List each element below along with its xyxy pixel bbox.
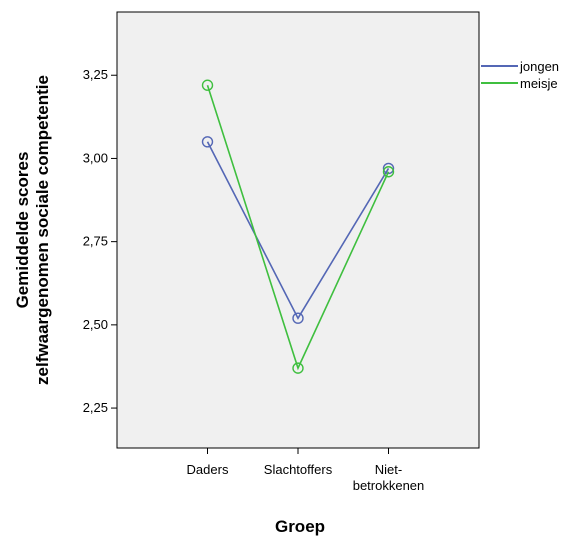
y-tick-label: 2,75 [83, 234, 108, 249]
y-axis-title-text: Gemiddelde scoreszelfwaargenomen sociale… [13, 75, 52, 385]
data-point-meisje [292, 362, 304, 374]
data-point-meisje [201, 79, 214, 91]
data-point-jongen [201, 136, 214, 148]
x-tick-label: Daders [187, 462, 229, 477]
series-line-jongen [206, 141, 390, 320]
x-axis: Daders Slachtoffers Niet-betrokkenen [187, 448, 425, 493]
y-tick-label: 2,25 [83, 400, 108, 415]
y-tick-label: 3,25 [83, 67, 108, 82]
y-tick-label: 2,50 [83, 317, 108, 332]
y-axis-title: Gemiddelde scoreszelfwaargenomen sociale… [13, 75, 52, 385]
x-axis-title: Groep [275, 517, 325, 536]
legend: jongen meisje [481, 59, 559, 91]
series-layer [201, 79, 395, 374]
x-tick-label: Slachtoffers [264, 462, 333, 477]
y-axis: 2,25 2,50 2,75 3,00 3,25 [83, 67, 117, 415]
y-tick-label: 3,00 [83, 150, 108, 165]
legend-label-meisje: meisje [520, 76, 558, 91]
data-point-meisje [382, 166, 395, 178]
plot-area [116, 11, 480, 449]
series-line-meisje [206, 84, 390, 371]
legend-label-jongen: jongen [519, 59, 559, 74]
x-tick-label: Niet-betrokkenen [353, 462, 425, 493]
data-point-jongen [292, 312, 304, 324]
